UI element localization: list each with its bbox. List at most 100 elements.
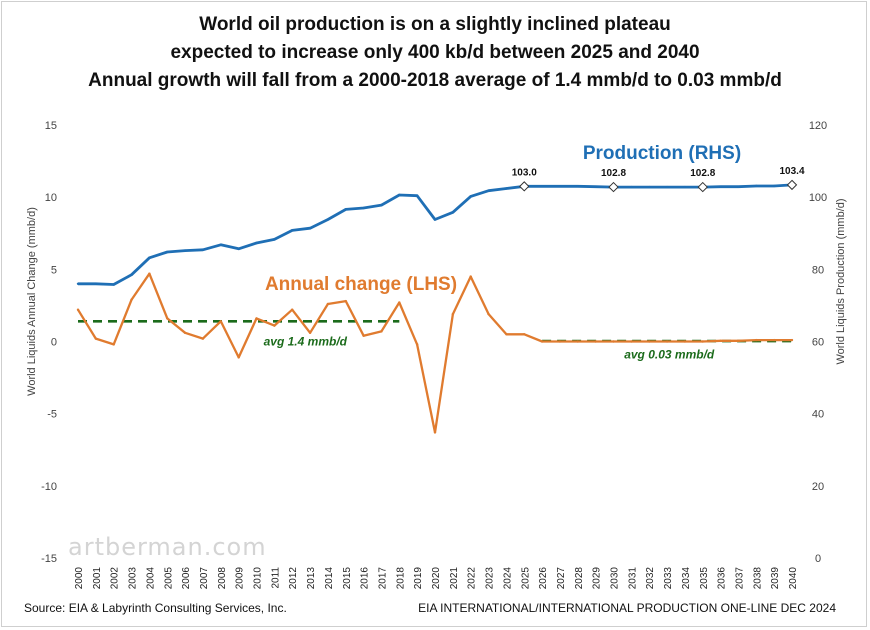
x-axis-tick-label: 2017 [377, 567, 388, 590]
x-axis-tick-label: 2006 [181, 567, 192, 590]
x-axis-tick-label: 2034 [681, 567, 692, 590]
x-axis-tick-label: 2037 [734, 567, 745, 590]
annual-change-point [362, 334, 365, 337]
production-point [719, 185, 722, 188]
production-point [112, 283, 115, 286]
left-axis-tick-label: 15 [45, 120, 57, 132]
x-axis-tick-label: 2000 [74, 567, 85, 590]
annual-change-point [273, 324, 276, 327]
production-point [558, 185, 562, 188]
x-axis-tick-label: 2036 [717, 567, 728, 590]
production-point [630, 185, 633, 189]
data-credit: EIA INTERNATIONAL/INTERNATIONAL PRODUCTI… [418, 601, 836, 615]
x-axis-tick-label: 2001 [92, 567, 103, 590]
production-point [326, 218, 330, 221]
production-point [398, 193, 401, 197]
production-marker [786, 179, 798, 191]
annual-change-series-label: Annual change (LHS) [265, 274, 457, 295]
annual-change-point [630, 340, 633, 343]
x-axis-tick-label: 2024 [502, 567, 513, 590]
production-point [683, 185, 687, 189]
annual-change-point [772, 338, 776, 342]
annual-change-point [415, 343, 419, 346]
production-point [576, 185, 579, 188]
annual-change-point [523, 333, 526, 336]
annual-change-point [558, 340, 562, 343]
x-axis-tick-label: 2020 [431, 567, 442, 590]
x-axis-tick-label: 2012 [288, 567, 299, 590]
production-line [78, 183, 793, 286]
x-axis-tick-label: 2016 [360, 567, 371, 590]
watermark: artberman.com [68, 533, 267, 561]
production-marker [608, 181, 619, 193]
x-axis-tick-label: 2032 [645, 567, 656, 590]
right-axis-tick-label: 80 [812, 264, 824, 276]
x-axis-tick-label: 2009 [235, 567, 246, 590]
x-axis-tick-label: 2029 [592, 567, 603, 590]
production-point [487, 189, 490, 192]
production-point [166, 250, 169, 254]
production-data-label: 102.8 [690, 168, 715, 179]
left-axis-tick-label: -15 [41, 553, 57, 565]
annual-change-point [291, 308, 294, 311]
x-axis-tick-label: 2027 [556, 567, 567, 590]
x-axis-tick-label: 2015 [342, 567, 353, 590]
x-axis-tick-label: 2013 [306, 567, 317, 590]
production-point [415, 194, 419, 197]
x-axis-tick-label: 2031 [627, 567, 638, 590]
x-axis-tick-label: 2011 [270, 567, 281, 589]
annual-change-point [755, 338, 758, 342]
right-axis-tick-label: 0 [815, 553, 821, 565]
title-line-1: World oil production is on a slightly in… [199, 14, 671, 35]
production-point [255, 241, 258, 245]
production-point [755, 184, 758, 188]
x-axis-tick-label: 2040 [788, 567, 799, 590]
x-axis-tick-label: 2028 [574, 567, 585, 590]
production-point [219, 243, 222, 246]
production-point [273, 238, 276, 241]
x-axis-tick-label: 2022 [467, 567, 478, 590]
production-point [94, 282, 98, 285]
annual-change-point [719, 339, 722, 342]
annual-change-point [76, 308, 80, 311]
x-axis-tick-label: 2019 [413, 567, 424, 590]
annual-change-point [433, 431, 437, 434]
production-point [201, 248, 205, 252]
annual-change-point [398, 301, 401, 304]
production-point [148, 256, 151, 259]
annual-change-point [469, 275, 472, 278]
production-point [362, 206, 365, 210]
title-line-3: Annual growth will fall from a 2000-2018… [88, 70, 782, 91]
right-axis-tick-label: 60 [812, 337, 824, 349]
production-point [183, 249, 187, 252]
annual-change-point [737, 339, 740, 342]
annual-change-point [166, 317, 169, 320]
production-marker [697, 181, 708, 193]
right-axis-title: World Liquids Production (mmb/d) [835, 198, 847, 364]
production-point [648, 185, 651, 189]
x-axis-tick-label: 2007 [199, 567, 210, 590]
annual-change-point [648, 340, 651, 343]
production-point [344, 208, 347, 211]
production-point [433, 218, 437, 221]
production-point [505, 187, 508, 190]
annual-change-point [148, 272, 151, 275]
annual-change-point [183, 331, 187, 335]
left-axis-tick-label: 5 [51, 264, 57, 276]
annual-change-point [130, 298, 133, 301]
x-axis-tick-label: 2039 [770, 567, 781, 590]
annual-change-point [451, 312, 455, 316]
source-note: Source: EIA & Labyrinth Consulting Servi… [24, 601, 287, 615]
annual-change-point [790, 338, 794, 342]
left-axis-tick-label: -10 [41, 481, 57, 493]
right-axis-tick-label: 20 [812, 481, 824, 493]
x-axis-tick-label: 2023 [485, 567, 496, 590]
production-point [76, 282, 80, 285]
production-point [594, 185, 597, 188]
production-point [291, 229, 294, 232]
production-point [665, 185, 669, 189]
x-axis-tick-label: 2035 [699, 567, 710, 590]
x-axis-tick-label: 2038 [752, 567, 763, 590]
production-data-label: 103.0 [512, 167, 537, 178]
